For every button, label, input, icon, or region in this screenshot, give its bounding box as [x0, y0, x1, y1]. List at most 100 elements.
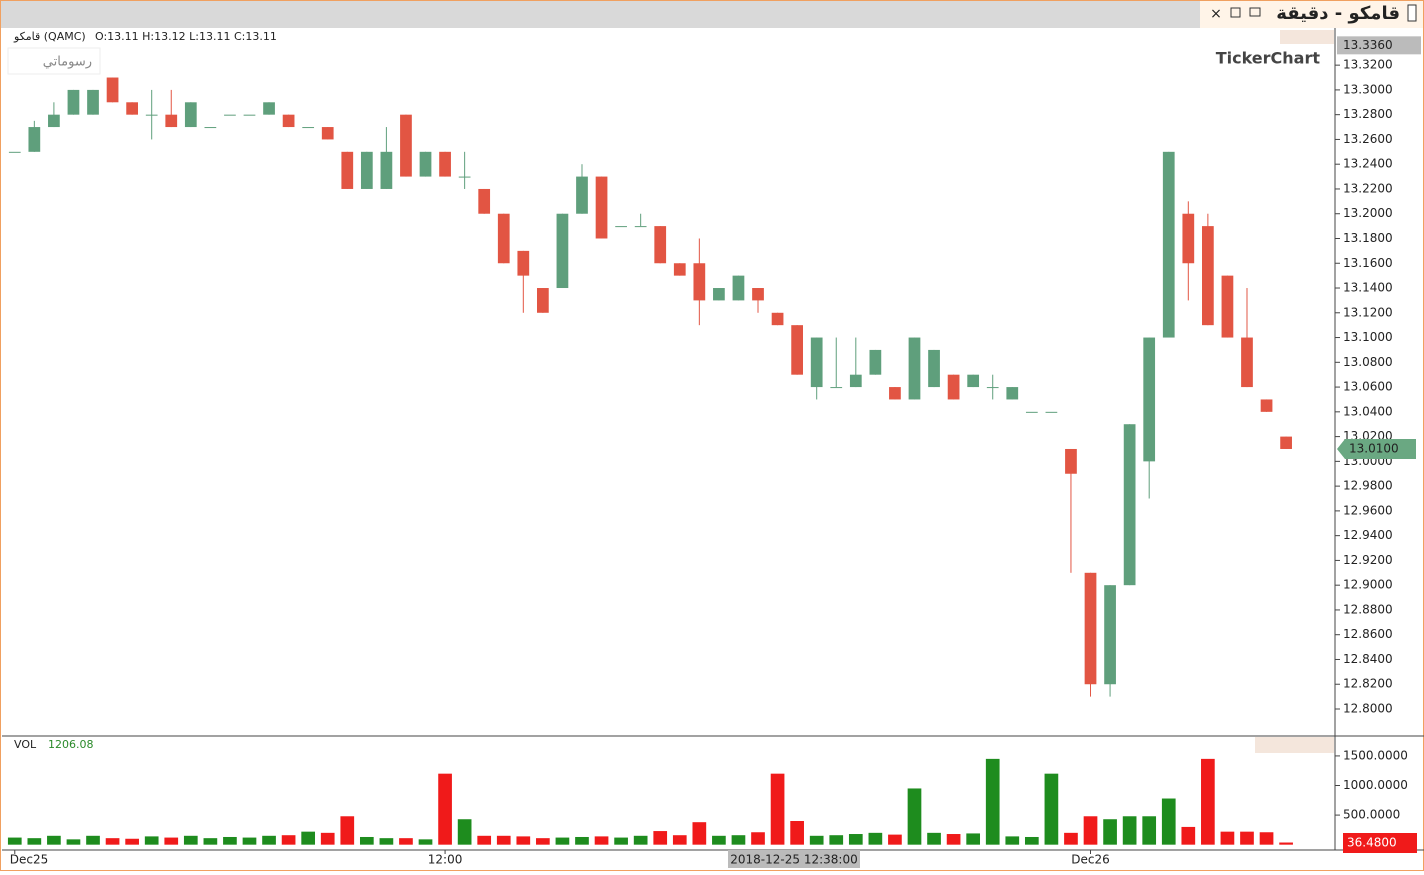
- candle-body: [810, 337, 823, 388]
- volume-bar: [1220, 831, 1235, 845]
- y-tick-label: 13.0400: [1343, 404, 1393, 418]
- candle-body: [830, 387, 843, 389]
- candle-body: [145, 114, 158, 116]
- candle-body: [321, 127, 334, 140]
- candle-body: [1104, 585, 1116, 685]
- x-tick-label: 12:00: [428, 853, 463, 867]
- candle-body: [106, 77, 119, 103]
- crosshair-time: 2018-12-25 12:38:00: [730, 853, 857, 867]
- volume-bar: [262, 835, 276, 845]
- candle-body: [908, 337, 921, 400]
- candle-body: [713, 288, 725, 301]
- volume-bar: [653, 831, 668, 845]
- volume-bar: [1103, 819, 1117, 845]
- volume-bar: [1083, 816, 1098, 845]
- candle-body: [673, 263, 686, 276]
- candle-body: [204, 127, 217, 129]
- candle-body: [654, 226, 667, 264]
- candle-body: [1221, 275, 1234, 338]
- y-tick-label: 13.2000: [1343, 206, 1393, 220]
- candle-body: [986, 387, 999, 389]
- candle-body: [1241, 337, 1253, 388]
- volume-bar: [144, 836, 159, 845]
- volume-bar: [223, 836, 237, 845]
- volume-bar: [633, 835, 648, 845]
- y-tick-label: 13.2600: [1343, 132, 1393, 146]
- candle-body: [126, 102, 138, 115]
- y-tick-label: 12.9000: [1343, 578, 1393, 592]
- volume-bar: [1161, 798, 1176, 845]
- y-tick-label: 13.2200: [1343, 181, 1393, 195]
- candle-body: [849, 374, 862, 388]
- volume-bar: [1201, 758, 1215, 845]
- volume-bar: [946, 834, 961, 845]
- drawings-button[interactable]: [7, 47, 101, 75]
- last-volume-box: [1343, 833, 1417, 853]
- panel-buttons[interactable]: [1280, 30, 1334, 44]
- y-tick-label: 500.0000: [1343, 808, 1400, 822]
- candle-body: [1202, 226, 1214, 326]
- y-tick-label: 12.8400: [1343, 652, 1393, 666]
- vol-panel-buttons[interactable]: [1255, 737, 1334, 753]
- candle-body: [243, 114, 256, 116]
- volume-bar: [418, 839, 433, 845]
- candle-body: [1143, 337, 1156, 462]
- candle-body: [282, 114, 295, 128]
- volume-bar: [1064, 832, 1078, 845]
- y-tick-label: 12.8600: [1343, 627, 1393, 641]
- ohlc-label: O:13.11 H:13.12 L:13.11 C:13.11: [95, 30, 277, 43]
- window-icon: [1407, 4, 1417, 22]
- candle-body: [478, 188, 491, 214]
- crosshair-price-box: [1337, 36, 1421, 55]
- candle-body: [556, 213, 569, 289]
- detach-button[interactable]: [1249, 7, 1261, 17]
- volume-bar: [1024, 836, 1039, 845]
- candle-body: [341, 151, 354, 189]
- title-tab: [1200, 1, 1423, 28]
- volume-bar: [829, 835, 844, 845]
- y-tick-label: 12.9400: [1343, 528, 1393, 542]
- volume-bar: [1142, 816, 1157, 845]
- y-tick-label: 12.9200: [1343, 553, 1393, 567]
- y-tick-label: 13.0600: [1343, 380, 1393, 394]
- volume-bar: [438, 773, 452, 845]
- last-price-box: [1337, 438, 1416, 459]
- volume-bar: [183, 835, 198, 845]
- candle-body: [615, 226, 627, 228]
- candle-body: [693, 263, 706, 301]
- candle-body: [595, 176, 608, 239]
- y-tick-label: 12.8200: [1343, 677, 1393, 691]
- volume-bar: [1259, 832, 1274, 845]
- candle-body: [360, 151, 373, 189]
- y-tick-label: 13.3200: [1343, 58, 1393, 72]
- crosshair-time-box: [728, 850, 860, 868]
- candle-body: [165, 114, 178, 128]
- volume-bar: [712, 835, 726, 845]
- volume-bar: [125, 838, 139, 845]
- volume-bar: [555, 837, 570, 845]
- candle-body: [380, 151, 393, 189]
- candle-body: [517, 250, 530, 276]
- candle-body: [1182, 213, 1195, 264]
- volume-bar: [1279, 842, 1293, 845]
- candle-body: [400, 114, 412, 177]
- candle-body: [634, 226, 647, 228]
- restore-button[interactable]: [1230, 7, 1241, 18]
- y-tick-label: 13.1400: [1343, 281, 1393, 295]
- volume-bar: [7, 837, 22, 845]
- volume-bar: [1181, 826, 1196, 845]
- candle-body: [48, 114, 60, 128]
- candle-body: [752, 288, 764, 301]
- close-button[interactable]: ×: [1210, 6, 1222, 22]
- y-tick-label: 12.9600: [1343, 503, 1393, 517]
- volume-bar: [672, 835, 687, 845]
- candle-body: [771, 312, 784, 326]
- candle-body: [1025, 411, 1038, 413]
- volume-bar: [614, 837, 628, 845]
- volume-bar: [809, 835, 824, 845]
- candle-body: [439, 151, 451, 177]
- candle-body: [87, 89, 99, 115]
- y-tick-label: 12.8000: [1343, 701, 1393, 715]
- volume-bar: [379, 838, 394, 845]
